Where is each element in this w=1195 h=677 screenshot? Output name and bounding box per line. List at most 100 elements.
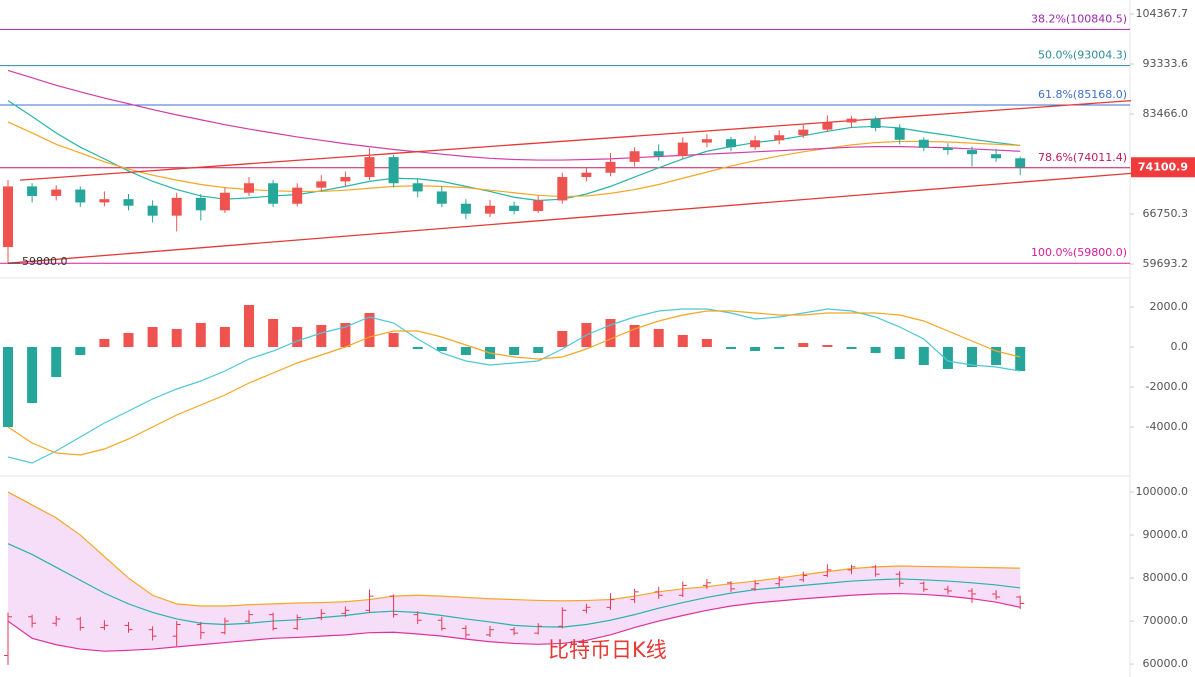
- macd-bar: [316, 325, 327, 347]
- fib-label: 50.0%(93004.3): [1038, 49, 1127, 62]
- fib-label: 78.6%(74011.4): [1038, 151, 1127, 164]
- fib-label: 61.8%(85168.0): [1038, 88, 1127, 101]
- candle-body: [870, 118, 881, 128]
- macd-bar: [268, 319, 279, 347]
- candle-body: [967, 150, 977, 155]
- macd-bar: [75, 347, 86, 355]
- y-tick-label: 83466.0: [1143, 107, 1189, 120]
- moving-average: [7, 121, 1021, 198]
- candle-body: [436, 191, 447, 204]
- macd-bar: [894, 347, 905, 359]
- band-line: [7, 592, 1021, 652]
- y-tick-label: 80000.0: [1143, 571, 1189, 584]
- candle-body: [629, 151, 640, 162]
- candle-body: [292, 187, 303, 204]
- y-tick-label: 0.0: [1171, 340, 1189, 353]
- candle-body: [3, 186, 13, 248]
- candle-body: [750, 140, 761, 148]
- macd-bar: [436, 347, 447, 351]
- candle-body: [557, 177, 568, 201]
- band-line: [7, 543, 1021, 628]
- macd-bar: [1015, 347, 1026, 371]
- y-tick-label: 59693.2: [1143, 257, 1189, 270]
- candle-body: [653, 151, 664, 156]
- macd-bar: [412, 347, 423, 349]
- candle-body: [195, 197, 206, 211]
- macd-bar: [774, 347, 785, 349]
- macd-bar: [123, 333, 134, 347]
- candle-body: [460, 203, 471, 214]
- candle-body: [123, 199, 134, 206]
- macd-bar: [918, 347, 929, 365]
- macd-bar: [147, 327, 158, 347]
- macd-bar: [460, 347, 471, 355]
- candle-body: [171, 197, 182, 216]
- candle-body: [894, 127, 905, 140]
- last-price-label: 74100.9: [1138, 160, 1188, 173]
- candle-body: [774, 135, 785, 141]
- candle-body: [388, 157, 399, 184]
- macd-bar: [677, 335, 688, 347]
- macd-bar: [99, 339, 110, 347]
- macd-bar: [364, 313, 375, 347]
- candle-body: [412, 183, 423, 192]
- macd-bar: [822, 345, 833, 347]
- candle-body: [918, 139, 929, 148]
- candle-body: [316, 181, 327, 188]
- macd-bar: [557, 331, 568, 347]
- last-price-tag: [1131, 157, 1195, 178]
- candle-body: [509, 205, 520, 211]
- candle-body: [244, 183, 254, 193]
- macd-bar: [629, 325, 640, 347]
- y-tick-label: 104367.7: [1136, 7, 1189, 20]
- candle-body: [677, 142, 688, 156]
- macd-bar: [171, 329, 182, 347]
- candle-body: [147, 205, 158, 216]
- macd-bar: [653, 329, 664, 347]
- y-tick-label: 70000.0: [1143, 614, 1189, 627]
- candle-body: [268, 183, 279, 204]
- candle-body: [51, 189, 62, 196]
- y-tick-label: 2000.0: [1150, 300, 1189, 313]
- fib-label: 100.0%(59800.0): [1031, 246, 1127, 259]
- macd-bar: [870, 347, 881, 353]
- macd-bar: [967, 347, 977, 367]
- macd-bar: [388, 333, 399, 347]
- macd-bar: [219, 327, 230, 347]
- macd-line: [7, 310, 1021, 456]
- candle-body: [219, 192, 230, 211]
- macd-bar: [798, 343, 809, 347]
- watermark: 比特币日K线: [548, 638, 667, 662]
- y-tick-label: 100000.0: [1136, 485, 1189, 498]
- candle-body: [991, 154, 1002, 159]
- y-tick-label: 60000.0: [1143, 657, 1189, 670]
- candle-body: [533, 200, 544, 211]
- macd-bar: [51, 347, 62, 377]
- y-tick-label: 93333.6: [1143, 57, 1189, 70]
- candle-body: [364, 157, 375, 178]
- low-label: 59800.0: [22, 255, 68, 268]
- macd-bar: [846, 347, 857, 349]
- moving-average: [7, 69, 1021, 161]
- macd-bar: [3, 347, 13, 427]
- macd-bar: [533, 347, 544, 353]
- macd-bar: [726, 347, 736, 349]
- candle-body: [1015, 158, 1026, 168]
- macd-bar: [605, 319, 616, 347]
- candle-body: [726, 139, 736, 148]
- y-tick-label: 90000.0: [1143, 528, 1189, 541]
- candle-body: [605, 161, 616, 173]
- candle-body: [99, 199, 110, 203]
- candle-body: [846, 118, 857, 123]
- macd-bar: [509, 347, 520, 355]
- candle-body: [340, 177, 351, 182]
- candle-body: [822, 122, 833, 130]
- macd-bar: [244, 305, 254, 347]
- candle-body: [942, 147, 953, 151]
- candle-body: [701, 139, 712, 143]
- macd-bar: [292, 327, 303, 347]
- y-tick-label: 66750.3: [1143, 207, 1189, 220]
- macd-bar: [701, 339, 712, 347]
- candle-body: [27, 186, 38, 196]
